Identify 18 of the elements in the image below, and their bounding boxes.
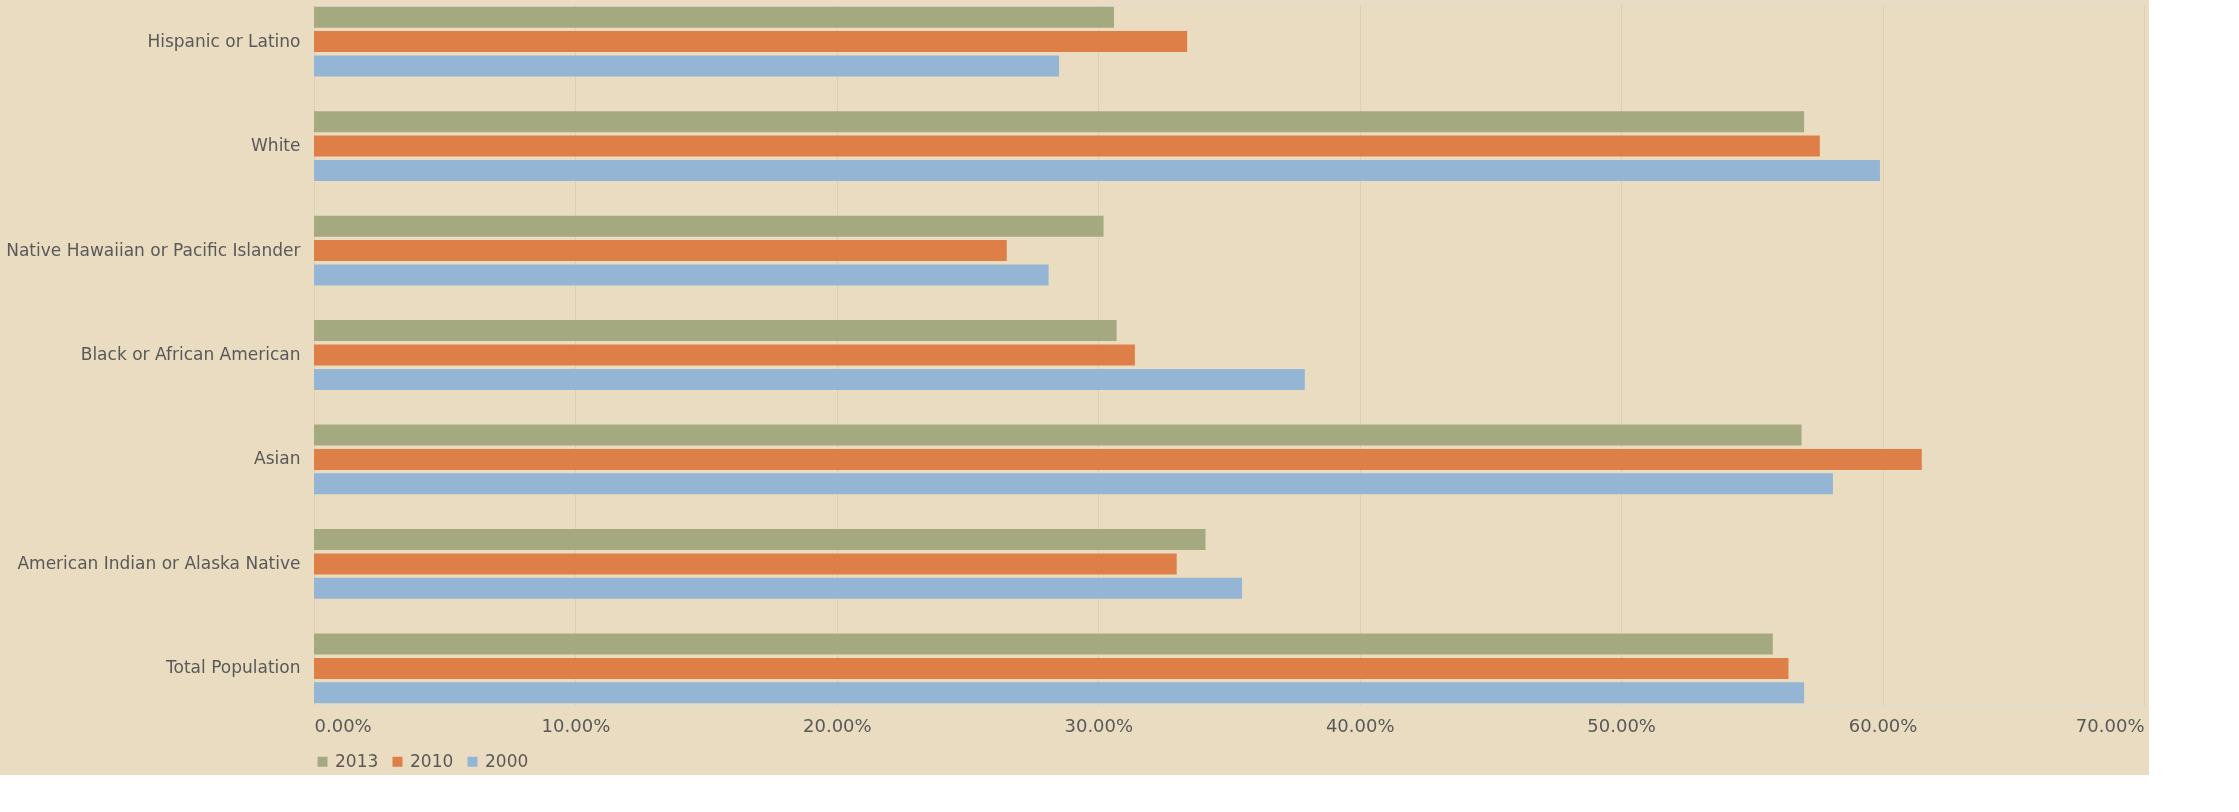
x-tick-label: 20.00% <box>803 714 872 736</box>
x-tick-label: 70.00% <box>2075 714 2145 736</box>
y-tick-label: Total Population <box>165 657 301 678</box>
y-tick-label: American Indian or Alaska Native <box>17 552 301 573</box>
x-tick-label: 0.00% <box>314 714 372 736</box>
y-tick-label: Asian <box>254 448 301 469</box>
y-tick-label: Hispanic or Latino <box>147 30 301 51</box>
legend-label: 2010 <box>410 750 454 771</box>
legend-label: 2013 <box>335 750 379 771</box>
x-tick-label: 10.00% <box>541 714 611 736</box>
legend-label: 2000 <box>485 750 529 771</box>
y-tick-label: Native Hawaiian or Pacific Islander <box>6 239 301 260</box>
y-tick-label: White <box>251 135 301 156</box>
x-tick-label: 50.00% <box>1587 714 1656 736</box>
x-tick-label: 40.00% <box>1325 714 1395 736</box>
y-tick-label: Black or African American <box>80 344 301 364</box>
x-tick-label: 60.00% <box>1848 714 1918 736</box>
x-tick-label: 30.00% <box>1064 714 1134 736</box>
